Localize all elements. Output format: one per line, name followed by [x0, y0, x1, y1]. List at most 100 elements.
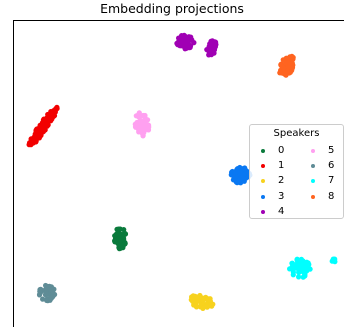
point-speaker-7: [300, 263, 306, 269]
point-speaker-1: [44, 115, 50, 121]
legend-label: 6: [328, 160, 335, 172]
point-speaker-0: [114, 226, 120, 232]
legend-marker: [261, 179, 265, 184]
point-speaker-0: [118, 231, 124, 238]
point-speaker-2: [209, 303, 215, 309]
point-speaker-1: [33, 138, 39, 144]
point-speaker-1: [35, 134, 41, 140]
legend-entry-0: 0: [252, 144, 284, 158]
legend-entry-3: 3: [252, 190, 284, 204]
legend-marker: [311, 149, 315, 153]
point-speaker-8: [280, 65, 286, 71]
point-speaker-0: [121, 227, 127, 233]
point-speaker-1: [38, 125, 44, 132]
cluster-speaker-7: [287, 256, 313, 280]
point-speaker-7: [290, 272, 296, 278]
cluster-speaker-5: [132, 110, 152, 139]
legend-entry-7: 7: [302, 174, 334, 188]
cluster-speaker-7: [329, 256, 338, 265]
point-speaker-1: [54, 104, 60, 110]
legend-label: 2: [278, 175, 285, 187]
legend-title: Speakers: [273, 128, 320, 139]
point-speaker-0: [118, 245, 124, 251]
legend: Speakers 0 1 2 3 4 5 6 7 8: [249, 124, 344, 219]
legend-label: 4: [278, 205, 285, 217]
point-speaker-6: [48, 286, 54, 293]
point-speaker-8: [287, 54, 293, 60]
point-speaker-0: [112, 238, 118, 244]
point-speaker-7: [300, 274, 306, 280]
cluster-speaker-1: [26, 104, 60, 148]
point-speaker-8: [287, 69, 293, 75]
point-speaker-2: [200, 297, 206, 303]
legend-marker: [311, 164, 315, 169]
legend-label: 7: [328, 175, 335, 187]
point-speaker-5: [136, 129, 142, 135]
point-speaker-5: [133, 113, 139, 119]
point-speaker-1: [33, 128, 39, 134]
legend-marker: [311, 194, 315, 199]
point-speaker-1: [28, 136, 34, 142]
point-speaker-2: [190, 298, 196, 304]
cluster-speaker-8: [277, 53, 296, 78]
point-speaker-3: [234, 166, 240, 172]
legend-entry-2: 2: [252, 174, 284, 188]
cluster-speaker-4: [204, 38, 219, 58]
point-speaker-1: [45, 122, 51, 128]
point-speaker-7: [330, 256, 336, 262]
point-speaker-5: [145, 127, 152, 133]
point-speaker-7: [298, 257, 304, 263]
point-speaker-7: [289, 265, 295, 271]
legend-entry-8: 8: [302, 190, 334, 204]
point-speaker-4: [211, 50, 217, 56]
point-speaker-7: [289, 260, 295, 266]
point-speaker-5: [142, 114, 148, 120]
legend-entry-1: 1: [252, 159, 284, 173]
legend-entry-6: 6: [302, 159, 334, 173]
point-speaker-7: [296, 274, 302, 280]
point-speaker-4: [182, 39, 188, 45]
point-speaker-6: [48, 295, 54, 301]
legend-label: 3: [278, 190, 285, 202]
point-speaker-1: [39, 120, 46, 126]
point-speaker-4: [176, 36, 182, 42]
point-speaker-1: [48, 118, 54, 124]
point-speaker-2: [194, 294, 201, 300]
legend-marker: [261, 194, 265, 199]
point-speaker-8: [287, 64, 293, 70]
legend-marker: [261, 149, 265, 153]
point-speaker-6: [43, 290, 49, 296]
legend-entry-4: 4: [252, 205, 284, 219]
point-speaker-0: [118, 236, 124, 242]
cluster-speaker-4: [174, 32, 197, 52]
point-speaker-6: [40, 296, 46, 302]
cluster-speaker-2: [188, 292, 216, 311]
legend-entry-5: 5: [302, 144, 334, 158]
point-speaker-2: [200, 305, 206, 311]
point-speaker-3: [236, 177, 242, 184]
point-speaker-0: [112, 233, 118, 239]
point-speaker-8: [283, 56, 289, 62]
point-speaker-6: [44, 286, 50, 292]
legend-label: 8: [328, 190, 335, 202]
point-speaker-4: [182, 46, 188, 52]
point-speaker-5: [136, 123, 142, 129]
chart-title: Embedding projections: [100, 1, 244, 16]
legend-marker: [311, 179, 315, 184]
legend-marker: [261, 209, 265, 214]
point-speaker-8: [278, 69, 284, 76]
legend-marker: [261, 164, 265, 169]
point-speaker-3: [239, 175, 245, 181]
point-speaker-3: [241, 166, 247, 172]
legend-label: 0: [278, 145, 285, 156]
point-speaker-8: [283, 60, 289, 66]
point-speaker-6: [38, 286, 44, 292]
point-speaker-7: [294, 257, 300, 263]
point-speaker-5: [137, 117, 144, 123]
cluster-speaker-0: [112, 226, 129, 252]
point-speaker-4: [207, 45, 213, 52]
point-speaker-1: [52, 109, 58, 115]
cluster-speaker-6: [36, 282, 58, 304]
point-speaker-5: [141, 128, 147, 135]
legend-label: 5: [328, 145, 335, 156]
